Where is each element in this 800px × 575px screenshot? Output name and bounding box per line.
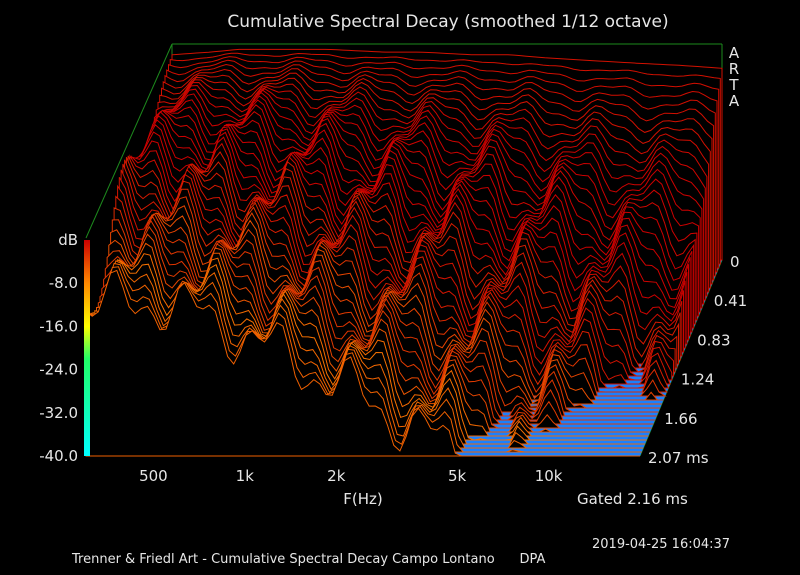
time-tick-label: 0.41	[714, 292, 747, 310]
logo-letter: R	[729, 60, 739, 78]
logo-letter: T	[728, 76, 739, 94]
x-tick-label: 500	[139, 467, 168, 485]
y-tick-label: -32.0	[39, 404, 78, 422]
x-tick-label: 5k	[448, 467, 467, 485]
footer-caption: Trenner & Friedl Art - Cumulative Spectr…	[71, 552, 545, 567]
x-axis: 500 1k 2k 5k 10k	[139, 467, 563, 485]
y-axis: dB -8.0 -16.0 -24.0 -32.0 -40.0	[39, 231, 78, 465]
y-tick-label: -40.0	[39, 447, 78, 465]
logo-letter: A	[729, 92, 740, 110]
y-tick-label: -24.0	[39, 361, 78, 379]
gate-label: Gated 2.16 ms	[577, 490, 688, 508]
time-tick-label: 0	[730, 253, 740, 271]
time-tick-label: 2.07 ms	[648, 449, 709, 467]
datetime-stamp: 2019-04-25 16:04:37	[592, 537, 730, 552]
chart-title: Cumulative Spectral Decay (smoothed 1/12…	[227, 12, 668, 32]
x-tick-label: 1k	[236, 467, 255, 485]
x-tick-label: 10k	[535, 467, 563, 485]
x-axis-label: F(Hz)	[343, 490, 383, 508]
y-tick-label: -8.0	[49, 274, 78, 292]
frame-diagonal-top	[85, 43, 173, 239]
logo-letter: A	[729, 44, 740, 62]
colorbar	[84, 240, 90, 456]
decay-slices	[85, 48, 723, 457]
decay-slice	[85, 269, 640, 457]
time-tick-label: 1.24	[681, 370, 714, 388]
y-tick-label: dB	[58, 231, 78, 249]
time-axis: 0 0.41 0.83 1.24 1.66 2.07 ms	[648, 253, 747, 467]
y-tick-label: -16.0	[39, 317, 78, 335]
x-tick-label: 2k	[327, 467, 346, 485]
time-tick-label: 1.66	[664, 410, 697, 428]
time-tick-label: 0.83	[697, 332, 730, 350]
